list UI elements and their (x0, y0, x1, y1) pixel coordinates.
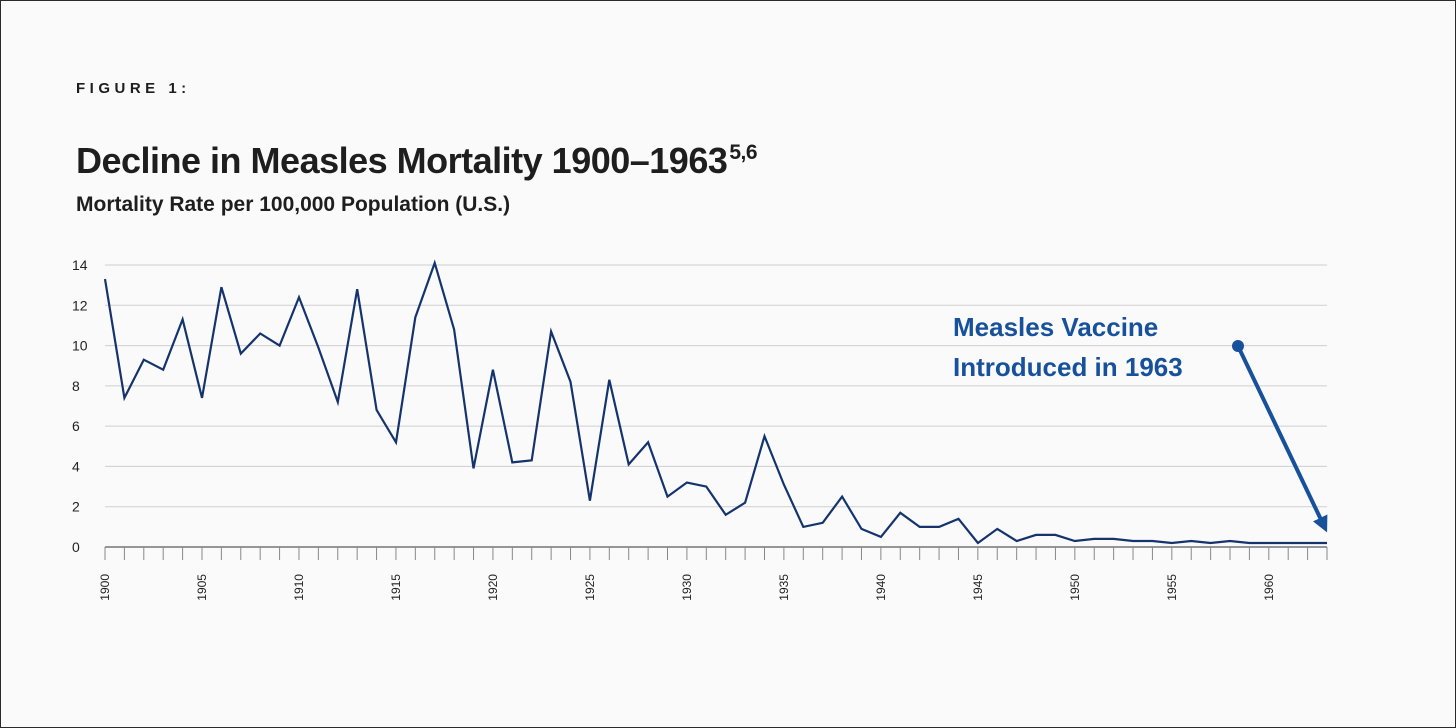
annotation-text-line: Introduced in 1963 (953, 352, 1183, 382)
mortality-line (103, 259, 1327, 545)
x-tick-label: 1925 (583, 574, 597, 601)
x-tick-label: 1930 (680, 574, 694, 601)
chart-subtitle: Mortality Rate per 100,000 Population (U… (76, 193, 511, 216)
x-tick-label: 1910 (292, 574, 306, 601)
figure-label: FIGURE 1: (76, 80, 191, 97)
vaccine-annotation: Measles Vaccine Introduced in 1963 (953, 312, 1328, 533)
y-tick-label: 6 (72, 418, 80, 434)
x-tick-label: 1955 (1165, 574, 1179, 601)
x-tick-label: 1960 (1262, 574, 1276, 601)
y-tick-label: 4 (72, 458, 80, 474)
x-tick-label: 1920 (486, 574, 500, 601)
x-axis: 1900 1905 1910 1915 1920 1925 1930 1935 1940 1945… (98, 546, 1328, 601)
y-tick-label: 14 (72, 257, 88, 273)
x-tick-label: 1905 (195, 574, 209, 601)
x-tick-label: 1900 (98, 574, 112, 601)
y-axis-ticks: 0 2 4 6 8 10 12 14 (72, 257, 88, 555)
y-tick-label: 10 (72, 338, 88, 354)
y-tick-label: 8 (72, 378, 80, 394)
title-superscript: 5,6 (729, 141, 758, 164)
annotation-text-line: Measles Vaccine (953, 312, 1158, 342)
y-tick-label: 0 (72, 539, 80, 555)
annotation-arrow (1236, 345, 1328, 533)
series-layer (103, 259, 1327, 545)
x-tick-label: 1945 (971, 574, 985, 601)
x-tick-label: 1915 (389, 574, 403, 601)
gridlines (105, 264, 1327, 548)
chart-title-text: Decline in Measles Mortality 1900–1963 (76, 140, 728, 181)
x-tick-label: 1940 (874, 574, 888, 601)
x-tick-label: 1935 (777, 574, 791, 601)
x-tick-label: 1950 (1068, 574, 1082, 601)
chart-title: Decline in Measles Mortality 1900–19635,… (76, 140, 758, 182)
y-tick-label: 12 (72, 297, 88, 313)
y-tick-label: 2 (72, 499, 80, 515)
